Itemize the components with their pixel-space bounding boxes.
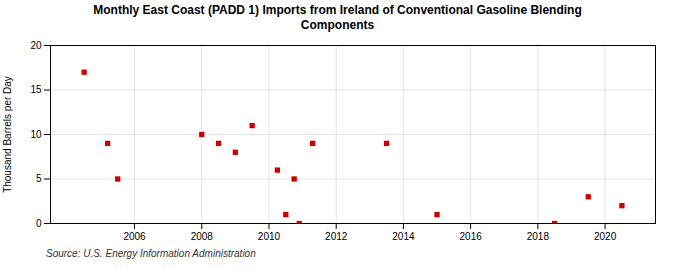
svg-text:2018: 2018 [527, 231, 550, 242]
svg-text:2008: 2008 [191, 231, 214, 242]
svg-text:Thousand Barrels per Day: Thousand Barrels per Day [2, 76, 13, 193]
svg-text:2016: 2016 [460, 231, 483, 242]
svg-text:2020: 2020 [594, 231, 617, 242]
svg-text:0: 0 [36, 218, 42, 229]
html-text:Monthly East Coast (PADD 1) Im: Monthly East Coast (PADD 1) Imports from… [93, 3, 582, 32]
svg-text:15: 15 [30, 84, 42, 95]
svg-text:2006: 2006 [123, 231, 146, 242]
html-text:Source: U.S. Energy Informatio: Source: U.S. Energy Information Administ… [46, 248, 256, 259]
svg-text:5: 5 [36, 173, 42, 184]
svg-text:2010: 2010 [258, 231, 281, 242]
svg-text:2012: 2012 [325, 231, 348, 242]
svg-text:2014: 2014 [392, 231, 415, 242]
svg-text:10: 10 [30, 129, 42, 140]
svg-text:20: 20 [30, 40, 42, 51]
